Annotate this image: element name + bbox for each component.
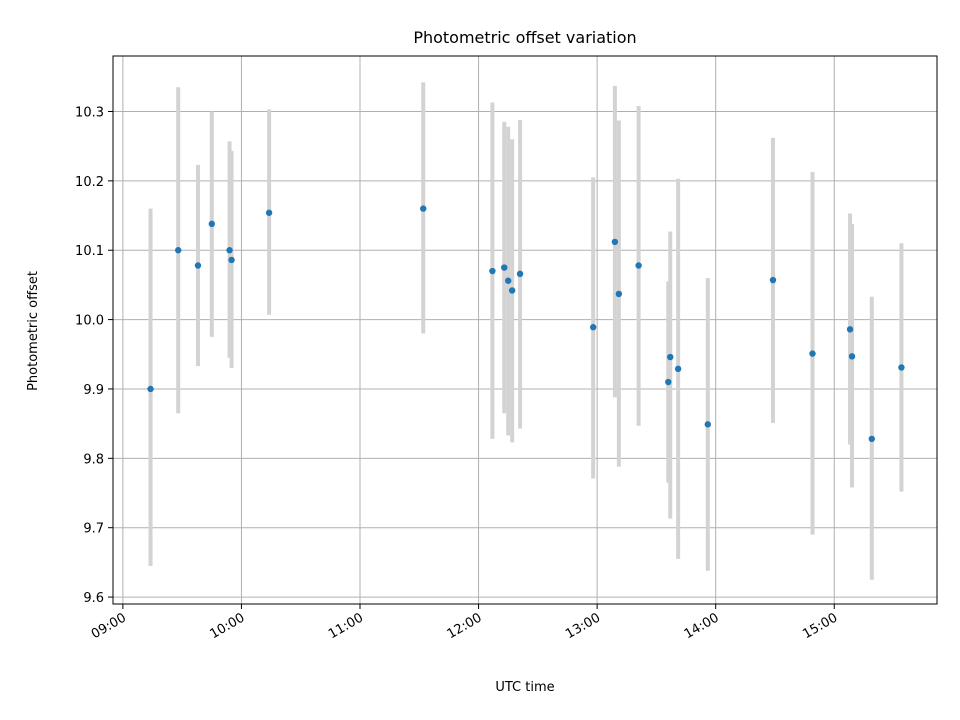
x-tick-label: 09:00 xyxy=(89,610,129,642)
data-point xyxy=(635,262,642,269)
x-tick-label: 11:00 xyxy=(326,610,366,642)
error-bars xyxy=(148,82,904,580)
data-point xyxy=(501,264,508,271)
data-point xyxy=(848,353,856,360)
x-tick-label: 10:00 xyxy=(207,610,247,642)
data-point xyxy=(508,287,516,294)
x-axis-label: UTC time xyxy=(495,680,554,695)
data-point xyxy=(615,290,623,298)
data-points xyxy=(147,205,905,443)
chart-title: Photometric offset variation xyxy=(413,28,636,47)
axis-ticks: 09:00 10:00 11:00 12:00 13:00 14:00 15:00 9.6 9.… xyxy=(75,105,840,642)
data-point xyxy=(674,365,682,373)
data-point xyxy=(505,277,512,284)
y-axis-label: Photometric offset xyxy=(26,271,41,391)
y-tick-label: 10.2 xyxy=(75,175,104,190)
data-point xyxy=(226,247,233,254)
plot-frame xyxy=(112,55,938,605)
data-point xyxy=(175,247,182,254)
y-tick-label: 10.0 xyxy=(75,314,104,329)
data-point xyxy=(516,270,524,278)
data-point xyxy=(898,364,905,371)
data-point xyxy=(147,385,154,393)
x-tick-label: 15:00 xyxy=(800,610,840,642)
x-tick-label: 14:00 xyxy=(682,610,722,642)
data-point xyxy=(208,220,216,228)
grid xyxy=(113,56,937,604)
data-point xyxy=(194,262,202,269)
y-tick-label: 9.9 xyxy=(83,383,104,398)
data-point xyxy=(769,276,777,284)
data-point xyxy=(665,378,672,386)
data-point xyxy=(846,326,854,333)
y-tick-label: 9.7 xyxy=(83,522,104,537)
data-point xyxy=(489,267,496,275)
data-point xyxy=(589,324,597,331)
data-point xyxy=(704,421,711,428)
y-tick-label: 9.6 xyxy=(83,591,104,606)
x-tick-label: 13:00 xyxy=(563,610,603,642)
data-point xyxy=(265,209,273,216)
data-point xyxy=(228,256,235,264)
data-point xyxy=(611,238,619,246)
data-point xyxy=(868,435,875,443)
x-tick-label: 12:00 xyxy=(445,610,485,642)
y-tick-label: 9.8 xyxy=(83,452,104,467)
data-point xyxy=(809,350,816,357)
data-point xyxy=(420,205,427,212)
data-point xyxy=(667,353,674,361)
y-tick-label: 10.3 xyxy=(75,105,104,120)
y-tick-label: 10.1 xyxy=(75,244,104,259)
